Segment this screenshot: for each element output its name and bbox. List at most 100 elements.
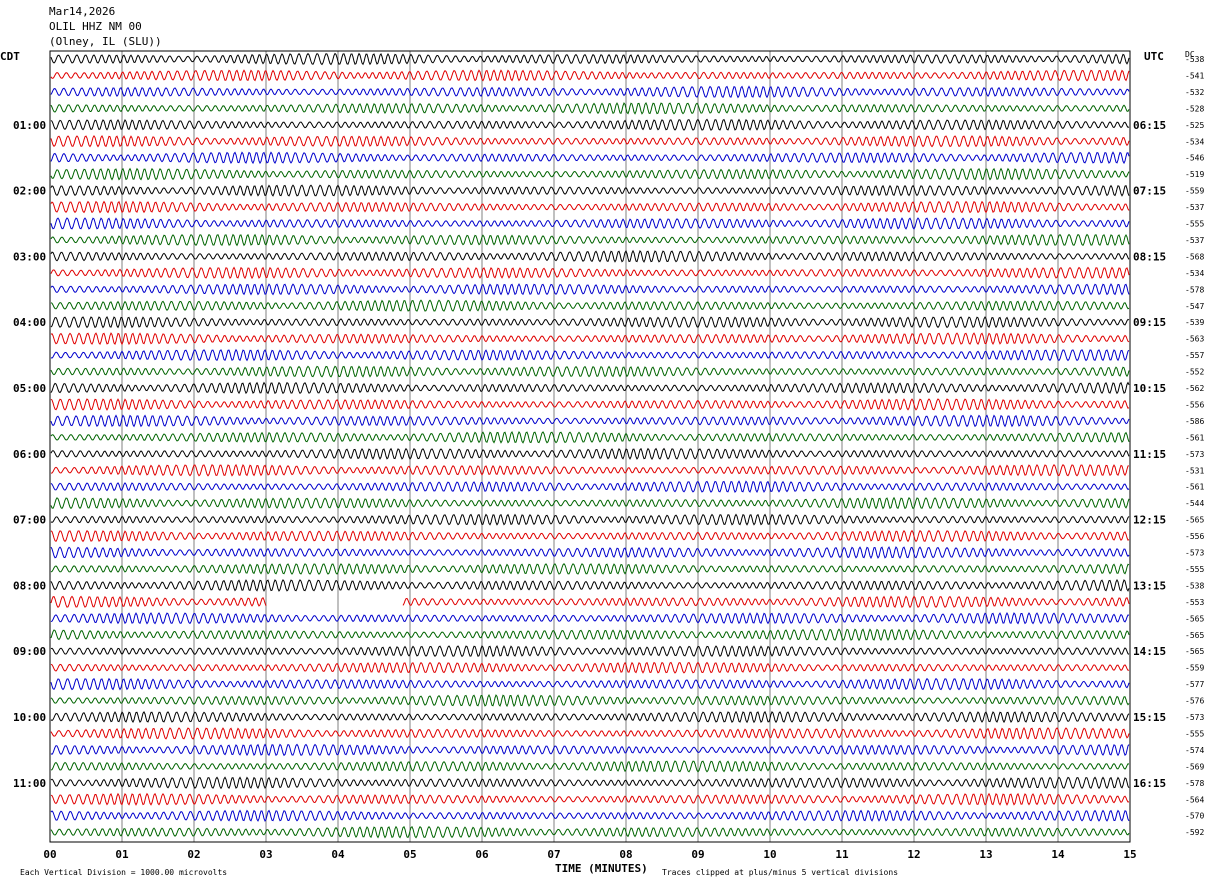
dc-offset-label: -556 bbox=[1185, 532, 1204, 541]
dc-offset-label: -578 bbox=[1185, 285, 1204, 294]
dc-offset-label: -592 bbox=[1185, 828, 1204, 837]
dc-offset-label: -559 bbox=[1185, 187, 1204, 196]
x-tick-label: 14 bbox=[1051, 848, 1065, 861]
trace-line bbox=[50, 578, 1130, 592]
trace-line bbox=[50, 266, 1130, 280]
trace-line bbox=[50, 332, 1130, 346]
utc-hour-label: 08:15 bbox=[1133, 250, 1166, 263]
dc-offset-label: -565 bbox=[1185, 647, 1204, 656]
cdt-hour-label: 01:00 bbox=[13, 119, 46, 132]
x-tick-label: 07 bbox=[547, 848, 560, 861]
trace-line bbox=[50, 463, 1130, 477]
trace-line bbox=[50, 52, 1130, 66]
trace-line bbox=[50, 595, 1130, 609]
dc-offset-label: -531 bbox=[1185, 466, 1204, 475]
footer-right-note: Traces clipped at plus/minus 5 vertical … bbox=[662, 868, 899, 877]
dc-offset-label: -576 bbox=[1185, 697, 1204, 706]
cdt-hour-label: 09:00 bbox=[13, 645, 46, 658]
dc-offset-label: -563 bbox=[1185, 335, 1204, 344]
utc-hour-label: 13:15 bbox=[1133, 579, 1166, 592]
trace-line bbox=[50, 365, 1130, 378]
dc-offset-label: -525 bbox=[1185, 121, 1204, 130]
trace-line bbox=[50, 825, 1130, 839]
trace-line bbox=[50, 398, 1130, 411]
x-tick-label: 13 bbox=[979, 848, 992, 861]
dc-offset-label: -565 bbox=[1185, 516, 1204, 525]
trace-line bbox=[50, 184, 1130, 197]
cdt-hour-label: 04:00 bbox=[13, 316, 46, 329]
trace-line bbox=[50, 233, 1130, 247]
trace-line bbox=[50, 661, 1130, 674]
trace-line bbox=[50, 563, 1130, 575]
cdt-hour-label: 05:00 bbox=[13, 382, 46, 395]
x-tick-label: 04 bbox=[331, 848, 345, 861]
utc-hour-label: 09:15 bbox=[1133, 316, 1166, 329]
trace-line bbox=[50, 480, 1130, 494]
x-tick-label: 03 bbox=[259, 848, 272, 861]
dc-offset-label: -586 bbox=[1185, 417, 1204, 426]
plot-frame bbox=[49, 50, 1131, 843]
utc-hour-label: 07:15 bbox=[1133, 185, 1166, 198]
header-date: Mar14,2026 bbox=[49, 5, 116, 18]
trace-line bbox=[50, 101, 1130, 115]
dc-offset-label: -552 bbox=[1185, 368, 1204, 377]
trace-line bbox=[50, 447, 1130, 460]
dc-offset-label: -569 bbox=[1185, 762, 1204, 771]
trace-line bbox=[50, 727, 1130, 740]
trace-line bbox=[50, 381, 1130, 395]
trace-line bbox=[50, 496, 1130, 510]
dc-offset-label: -574 bbox=[1185, 746, 1204, 755]
dc-offset-label: -534 bbox=[1185, 137, 1204, 146]
dc-offset-label: -573 bbox=[1185, 549, 1204, 558]
dc-offset-label: -537 bbox=[1185, 203, 1204, 212]
dc-offset-label: -541 bbox=[1185, 71, 1204, 80]
trace-line bbox=[50, 546, 1130, 559]
dc-offset-label: -553 bbox=[1185, 598, 1204, 607]
trace-line bbox=[50, 135, 1130, 148]
trace-line bbox=[50, 743, 1130, 757]
utc-hour-label: 12:15 bbox=[1133, 514, 1166, 527]
x-tick-label: 12 bbox=[907, 848, 920, 861]
time-grid bbox=[49, 51, 1131, 842]
x-tick-labels: 00 01 02 03 04 05 06 07 08 09 10 11 12 13 14 15 bbox=[43, 848, 1136, 861]
trace-line bbox=[50, 529, 1130, 543]
x-tick-label: 02 bbox=[187, 848, 200, 861]
cdt-hour-label: 06:00 bbox=[13, 448, 46, 461]
trace-line bbox=[50, 118, 1130, 131]
trace-line bbox=[50, 809, 1130, 822]
dc-offset-label: -534 bbox=[1185, 269, 1204, 278]
trace-line bbox=[50, 760, 1130, 773]
x-tick-label: 06 bbox=[475, 848, 489, 861]
utc-hour-labels: 06:15 07:15 08:15 09:15 10:15 11:15 12:15 13:15… bbox=[1133, 119, 1166, 790]
dc-offset-label: -555 bbox=[1185, 565, 1204, 574]
dc-offset-label: -546 bbox=[1185, 154, 1204, 163]
x-axis-title: TIME (MINUTES) bbox=[555, 862, 648, 875]
dc-offset-label: -561 bbox=[1185, 433, 1204, 442]
x-tick-label: 00 bbox=[43, 848, 56, 861]
dc-offset-label: -561 bbox=[1185, 483, 1204, 492]
dc-offset-label: -555 bbox=[1185, 220, 1204, 229]
utc-hour-label: 14:15 bbox=[1133, 645, 1166, 658]
utc-hour-label: 16:15 bbox=[1133, 777, 1166, 790]
utc-hour-label: 15:15 bbox=[1133, 711, 1166, 724]
dc-offset-label: -544 bbox=[1185, 499, 1204, 508]
trace-line bbox=[50, 430, 1130, 444]
trace-line bbox=[50, 694, 1130, 708]
dc-offset-label: -538 bbox=[1185, 581, 1204, 590]
trace-line bbox=[50, 710, 1130, 724]
dc-offset-label: -537 bbox=[1185, 236, 1204, 245]
dc-offset-labels: -538 -541 -532 -528 -525 -534 -546 -519 -559 -537… bbox=[1185, 55, 1204, 837]
plot-border bbox=[49, 50, 1131, 843]
trace-line bbox=[50, 249, 1130, 263]
x-tick-label: 08 bbox=[619, 848, 632, 861]
dc-offset-label: -565 bbox=[1185, 631, 1204, 640]
dc-offset-label: -568 bbox=[1185, 252, 1204, 261]
dc-offset-label: -570 bbox=[1185, 812, 1204, 821]
trace-line bbox=[50, 628, 1130, 642]
dc-offset-label: -555 bbox=[1185, 729, 1204, 738]
trace-line bbox=[50, 316, 1130, 329]
dc-offset-label: -573 bbox=[1185, 450, 1204, 459]
left-axis-title: CDT bbox=[0, 50, 20, 63]
trace-line bbox=[50, 217, 1130, 230]
